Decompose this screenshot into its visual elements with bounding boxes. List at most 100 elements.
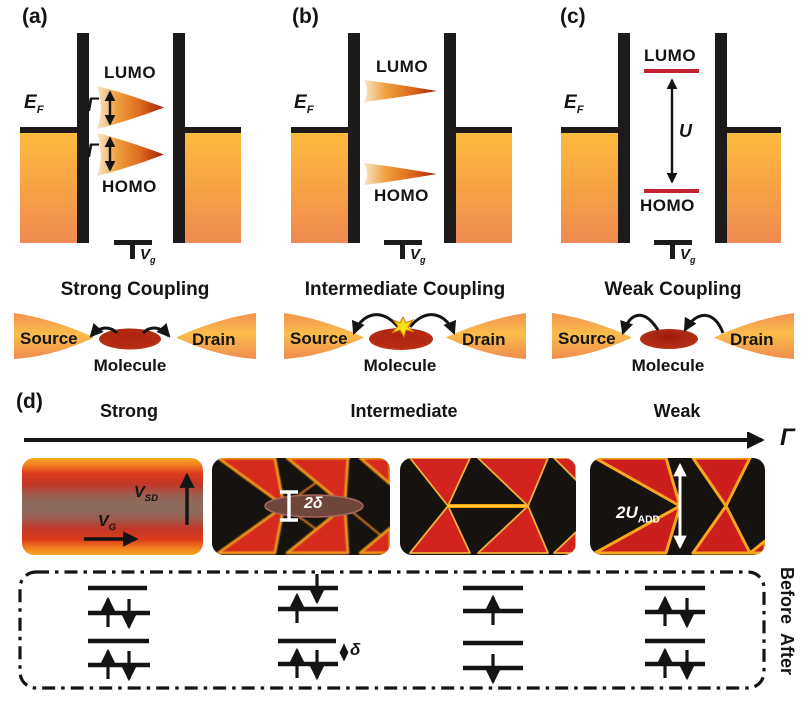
levels-box (18, 570, 766, 690)
vg-sub: g (690, 255, 696, 265)
hopping-arrow-right (408, 313, 457, 335)
left-tunnel-barrier (77, 33, 89, 243)
right-tunnel-barrier (173, 33, 185, 243)
homo-label: HOMO (374, 186, 429, 205)
coulomb-diamond-pattern (593, 458, 765, 555)
two-uadd-label: 2UADD (616, 503, 660, 525)
drain-electrode-shape (446, 313, 526, 359)
junction-illustration-weak (552, 313, 794, 359)
vg-sub: G (108, 522, 117, 534)
lumo-label: LUMO (376, 57, 429, 76)
right-fermi-edge (444, 127, 512, 133)
left-fermi-edge (20, 127, 89, 133)
gamma-axis-label: Γ (780, 424, 795, 451)
panel-b-label: (b) (292, 5, 319, 28)
drain-electrode-shape (176, 313, 256, 359)
right-electrode (185, 133, 241, 243)
left-electrode (20, 133, 77, 243)
lumo-narrow-level (364, 80, 437, 102)
hopping-arrow-right (683, 314, 725, 334)
panel-a: (a) EF LUMO Γ Γ HOMO Vg Strong Coupling … (0, 0, 270, 390)
molecule-shape (99, 328, 161, 350)
gamma-axis-arrow (24, 432, 765, 449)
vg-axis-label: VG (98, 513, 116, 533)
hopping-arrow-left (620, 313, 660, 335)
panel-c: (c) EF LUMO U HOMO Vg Weak Coupling Sour… (538, 0, 808, 390)
stability-map-intermediate-2 (400, 458, 576, 555)
ef-base: E (294, 92, 307, 113)
two-delta-label: 2δ (304, 495, 323, 512)
two-u-sub: ADD (637, 514, 660, 526)
coupling-arrow-right (141, 322, 171, 338)
fermi-level-label: EF (24, 92, 44, 116)
after-label: After (777, 633, 797, 676)
level-diagram-strong (88, 585, 150, 682)
molecule-shape (640, 329, 698, 349)
regime-label-weak: Weak (653, 401, 701, 421)
gate-voltage-label: Vg (680, 246, 696, 265)
right-electrode (456, 133, 512, 243)
delta-splitting-label: δ (350, 640, 361, 659)
drain-electrode-shape (714, 313, 794, 359)
coulomb-diamond-pattern (216, 458, 390, 555)
junction-illustration-strong (14, 313, 256, 359)
vsd-sub: SD (144, 493, 158, 505)
lumo-label: LUMO (104, 63, 157, 82)
regime-label-intermediate: Intermediate (350, 401, 458, 421)
source-electrode-shape (552, 313, 632, 359)
gate-stem (130, 244, 135, 259)
ef-base: E (24, 92, 37, 113)
gate-electrode (654, 240, 692, 245)
ef-sub: F (36, 103, 44, 116)
gate-stem (400, 244, 405, 259)
before-label: Before (777, 567, 797, 625)
vsd-base: V (134, 484, 145, 501)
coupling-title-strong: Strong Coupling (60, 279, 210, 300)
gamma-label-lower: Γ (87, 141, 99, 162)
junction-illustration-intermediate (284, 313, 526, 359)
vg-base: V (680, 246, 691, 263)
source-electrode-shape (14, 313, 94, 359)
right-tunnel-barrier (444, 33, 456, 243)
molecule-label: Molecule (631, 356, 705, 375)
gate-voltage-label: Vg (410, 246, 426, 265)
vg-base: V (98, 513, 109, 530)
ef-sub: F (306, 103, 314, 116)
left-electrode (291, 133, 348, 243)
spark-icon (391, 315, 415, 339)
lumo-label: LUMO (644, 46, 697, 65)
vg-sub: g (420, 255, 426, 265)
vg-sub: g (150, 255, 156, 265)
level-diagram-intermediate-1 (278, 574, 349, 681)
gate-electrode (384, 240, 422, 245)
level-diagram-intermediate-2 (463, 585, 523, 685)
homo-sharp-level (644, 189, 699, 193)
panel-a-label: (a) (22, 5, 48, 28)
vg-base: V (410, 246, 421, 263)
ef-base: E (564, 92, 577, 113)
dash-dot-border (18, 570, 766, 690)
gate-electrode (114, 240, 152, 245)
right-fermi-edge (715, 127, 781, 133)
delta-bar-marker (280, 490, 298, 522)
level-diagrams (88, 574, 705, 685)
left-tunnel-barrier (348, 33, 360, 243)
vsd-axis-label: VSD (134, 484, 158, 504)
gamma-label-upper: Γ (87, 95, 99, 116)
coupling-arrow-left (89, 322, 119, 338)
hopping-arrow-left (351, 313, 400, 335)
ef-sub: F (576, 103, 584, 116)
drain-label: Drain (192, 330, 236, 349)
gamma-arrow-lower (104, 136, 116, 172)
molecule-label: Molecule (363, 356, 437, 375)
fermi-level-label: EF (294, 92, 314, 116)
source-label: Source (290, 329, 348, 348)
molecule-shape (369, 328, 433, 350)
gamma-arrow-upper (104, 90, 116, 126)
right-electrode (727, 133, 781, 243)
gate-voltage-label: Vg (140, 246, 156, 265)
stability-map-weak: 2UADD (590, 458, 765, 555)
homo-narrow-level (364, 163, 437, 185)
panel-d-label: (d) (16, 390, 43, 413)
